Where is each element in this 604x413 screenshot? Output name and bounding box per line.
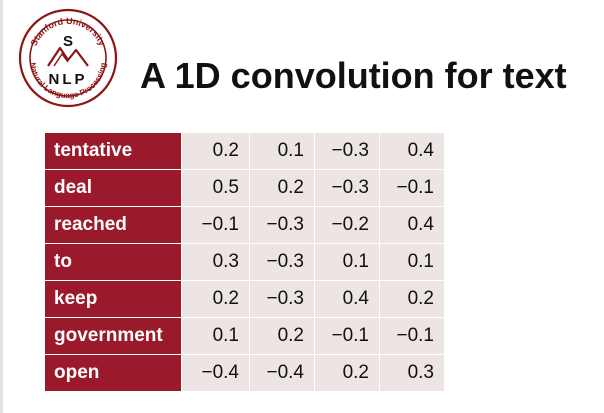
slide-left-border xyxy=(0,0,3,413)
logo-letter-s: S xyxy=(63,33,73,50)
vector-value-cell: 0.2 xyxy=(379,280,444,317)
vector-value-cell: 0.1 xyxy=(379,243,444,280)
vector-value-cell: 0.1 xyxy=(249,132,314,169)
table-row: keep 0.2 −0.3 0.4 0.2 xyxy=(44,280,444,317)
logo-letters-nlp: NLP xyxy=(49,71,88,88)
word-cell: deal xyxy=(44,169,181,206)
table-row: open −0.4 −0.4 0.2 0.3 xyxy=(44,354,444,391)
word-cell: to xyxy=(44,243,181,280)
word-cell: tentative xyxy=(44,132,181,169)
vector-value-cell: 0.3 xyxy=(379,354,444,391)
word-cell: reached xyxy=(44,206,181,243)
table-row: deal 0.5 0.2 −0.3 −0.1 xyxy=(44,169,444,206)
vector-value-cell: 0.2 xyxy=(249,169,314,206)
vector-value-cell: 0.2 xyxy=(181,132,249,169)
vector-value-cell: 0.2 xyxy=(249,317,314,354)
vector-value-cell: −0.3 xyxy=(314,169,379,206)
logo-mountain-inner-line xyxy=(53,52,69,67)
vector-value-cell: −0.4 xyxy=(181,354,249,391)
vector-value-cell: −0.3 xyxy=(249,206,314,243)
vector-value-cell: 0.4 xyxy=(379,132,444,169)
word-cell: keep xyxy=(44,280,181,317)
table-row: government 0.1 0.2 −0.1 −0.1 xyxy=(44,317,444,354)
stanford-nlp-logo: Stanford University Natural Language Pro… xyxy=(18,8,118,108)
word-vector-table-body: tentative 0.2 0.1 −0.3 0.4 deal 0.5 0.2 −0.3 −0.1… xyxy=(44,132,444,391)
vector-value-cell: 0.3 xyxy=(181,243,249,280)
logo-mountain-icon xyxy=(47,46,89,67)
vector-value-cell: 0.1 xyxy=(181,317,249,354)
table-row: to 0.3 −0.3 0.1 0.1 xyxy=(44,243,444,280)
vector-value-cell: −0.1 xyxy=(181,206,249,243)
table-row: reached −0.1 −0.3 −0.2 0.4 xyxy=(44,206,444,243)
vector-value-cell: 0.2 xyxy=(181,280,249,317)
word-vector-table: tentative 0.2 0.1 −0.3 0.4 deal 0.5 0.2 −0.3 −0.1… xyxy=(44,132,444,391)
vector-value-cell: 0.4 xyxy=(379,206,444,243)
vector-value-cell: −0.1 xyxy=(379,169,444,206)
vector-value-cell: −0.2 xyxy=(314,206,379,243)
vector-value-cell: −0.4 xyxy=(249,354,314,391)
vector-value-cell: 0.5 xyxy=(181,169,249,206)
word-cell: open xyxy=(44,354,181,391)
table-row: tentative 0.2 0.1 −0.3 0.4 xyxy=(44,132,444,169)
vector-value-cell: 0.4 xyxy=(314,280,379,317)
vector-value-cell: −0.3 xyxy=(314,132,379,169)
slide-title: A 1D convolution for text xyxy=(140,55,567,96)
vector-value-cell: −0.1 xyxy=(379,317,444,354)
vector-value-cell: 0.1 xyxy=(314,243,379,280)
vector-value-cell: −0.3 xyxy=(249,243,314,280)
logo-inner-ring xyxy=(29,19,107,97)
vector-value-cell: −0.1 xyxy=(314,317,379,354)
vector-value-cell: −0.3 xyxy=(249,280,314,317)
word-cell: government xyxy=(44,317,181,354)
vector-value-cell: 0.2 xyxy=(314,354,379,391)
